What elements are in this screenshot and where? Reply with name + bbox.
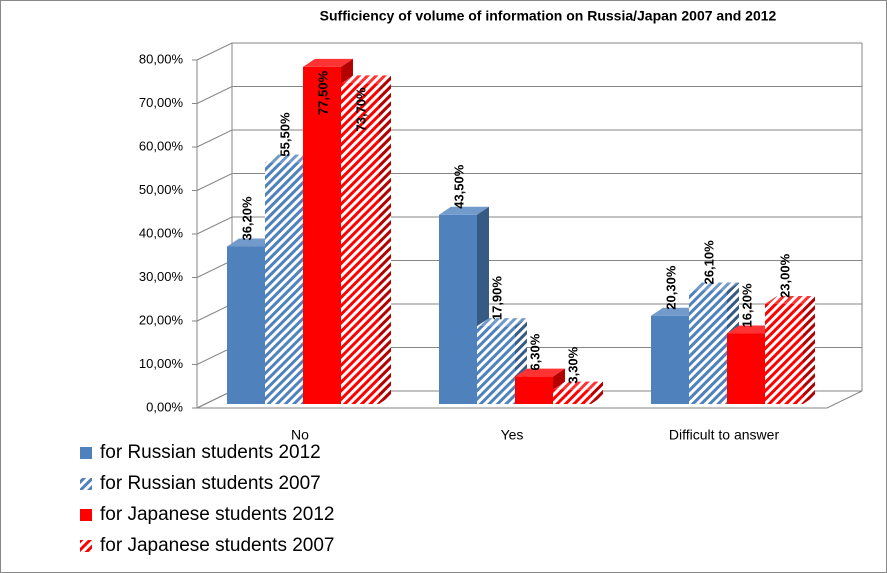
legend-swatch [80,509,92,521]
bar-front [515,376,553,404]
y-tick-label: 60,00% [139,138,184,153]
data-label: 6,30% [527,333,542,370]
data-label: 16,20% [739,283,754,328]
grid-line [196,86,862,104]
bar-top [303,58,353,67]
bar-top [439,206,489,215]
bar-side [379,75,391,404]
bar-top [515,368,565,377]
bar-front [765,303,803,404]
y-tick-label: 40,00% [139,225,184,240]
x-tick-label: Difficult to answer [669,427,780,443]
data-label: 77,50% [315,70,330,115]
bar-front [651,315,689,404]
legend-label: for Russian students 2007 [100,473,321,494]
bar-top [553,381,603,390]
bar-front [227,246,265,404]
legend-swatch [80,478,92,490]
data-label: 23,00% [777,253,792,298]
grid-line [196,42,862,61]
y-tick-label: 10,00% [139,356,184,371]
data-label: 73,70% [353,87,368,132]
bar-front [341,83,379,404]
grid-line [196,129,862,148]
data-label: 20,30% [663,265,678,310]
grid-line [196,216,862,235]
data-label: 26,10% [701,240,716,285]
y-tick-label: 50,00% [139,182,184,197]
legend-label: for Japanese students 2012 [100,504,335,525]
chart-title: Sufficiency of volume of information on … [320,8,777,24]
y-tick-label: 80,00% [139,51,184,66]
data-label: 3,30% [565,346,580,383]
data-label: 17,90% [489,276,504,321]
y-tick-label: 20,00% [139,312,184,327]
bar-top [689,282,739,291]
grid-line [196,173,862,191]
legend-swatch [80,540,92,552]
bar-front [689,290,727,404]
data-label: 36,20% [239,196,254,241]
bar-front [439,214,477,404]
bar-front [303,66,341,404]
y-tick-label: 0,00% [146,399,183,414]
x-tick-label: Yes [501,427,524,443]
bar-side [591,381,603,404]
bar-front [265,162,303,404]
bar-top [227,238,277,247]
bar-top [651,307,701,316]
x-tick-label: No [291,427,309,443]
bar-side [803,295,815,404]
y-tick-label: 70,00% [139,95,184,110]
bar-top [765,295,815,304]
bar-top [727,325,777,334]
bar-top [341,75,391,84]
data-label: 43,50% [451,164,466,209]
legend-label: for Russian students 2012 [100,442,321,463]
bar-top [477,318,527,327]
y-tick-label: 30,00% [139,269,184,284]
legend-label: for Japanese students 2007 [100,535,335,556]
bar-front [477,326,515,404]
legend-swatch [80,447,92,459]
bar-front [727,333,765,404]
data-label: 55,50% [277,112,292,157]
bar-top [265,154,315,163]
bar-front [553,389,591,404]
